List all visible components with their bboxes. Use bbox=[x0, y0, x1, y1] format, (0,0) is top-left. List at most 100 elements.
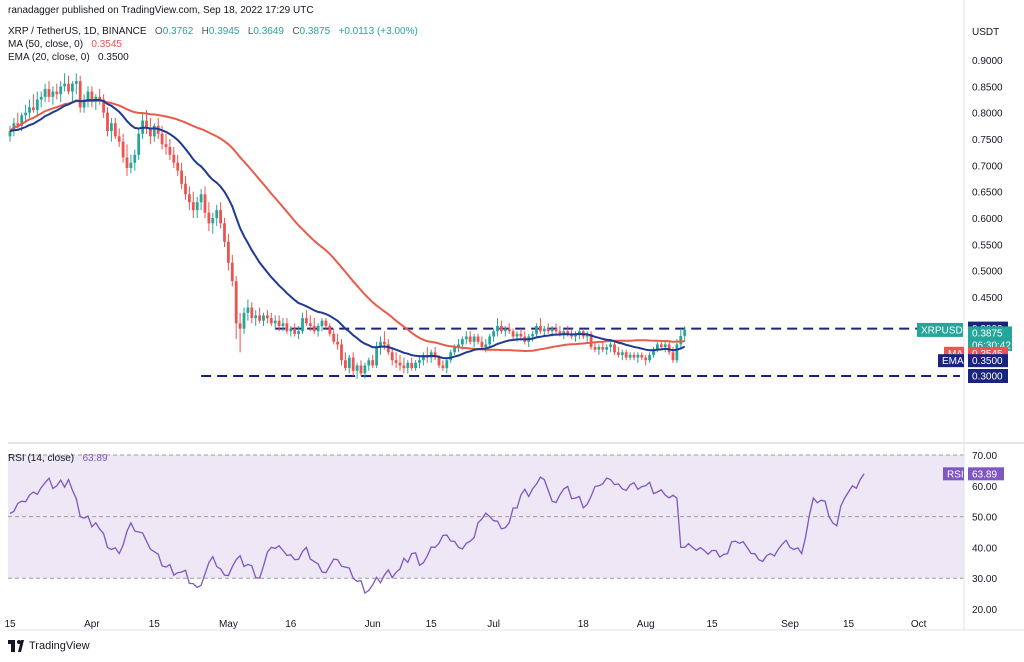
candle[interactable] bbox=[207, 202, 211, 232]
candle[interactable] bbox=[312, 318, 316, 334]
candle[interactable] bbox=[613, 341, 616, 355]
candle[interactable] bbox=[511, 328, 515, 340]
candle[interactable] bbox=[24, 104, 27, 124]
candle[interactable] bbox=[293, 323, 297, 337]
candle[interactable] bbox=[74, 73, 78, 95]
candle[interactable] bbox=[425, 347, 429, 363]
candle[interactable] bbox=[422, 352, 425, 366]
candle[interactable] bbox=[597, 344, 601, 355]
candle[interactable] bbox=[281, 318, 285, 332]
candle[interactable] bbox=[675, 339, 679, 363]
candle[interactable] bbox=[8, 125, 12, 142]
candle[interactable] bbox=[480, 336, 484, 350]
candle[interactable] bbox=[663, 341, 667, 353]
candle[interactable] bbox=[636, 352, 640, 363]
candle[interactable] bbox=[640, 352, 644, 361]
candle[interactable] bbox=[457, 339, 460, 353]
candle[interactable] bbox=[305, 310, 308, 326]
candle[interactable] bbox=[488, 333, 492, 348]
candle[interactable] bbox=[593, 341, 597, 353]
candle[interactable] bbox=[180, 162, 183, 190]
candle[interactable] bbox=[269, 312, 273, 326]
candle[interactable] bbox=[617, 347, 620, 358]
candle[interactable] bbox=[546, 323, 550, 334]
candle[interactable] bbox=[539, 318, 542, 334]
candle[interactable] bbox=[308, 315, 312, 332]
candle[interactable] bbox=[644, 354, 648, 366]
candle[interactable] bbox=[316, 323, 320, 337]
candle[interactable] bbox=[172, 146, 176, 168]
candle[interactable] bbox=[410, 357, 414, 371]
candle[interactable] bbox=[503, 325, 507, 337]
candle[interactable] bbox=[113, 117, 117, 139]
candle[interactable] bbox=[601, 341, 605, 353]
candle[interactable] bbox=[78, 75, 82, 113]
candle[interactable] bbox=[527, 333, 531, 348]
candle[interactable] bbox=[390, 347, 394, 366]
candle[interactable] bbox=[266, 310, 269, 324]
candle[interactable] bbox=[414, 360, 417, 371]
candle[interactable] bbox=[441, 360, 445, 371]
candle[interactable] bbox=[90, 86, 94, 108]
candle[interactable] bbox=[203, 186, 207, 218]
candle[interactable] bbox=[258, 307, 261, 324]
candle[interactable] bbox=[254, 310, 258, 326]
candle[interactable] bbox=[500, 320, 503, 334]
candle[interactable] bbox=[199, 189, 203, 211]
candle[interactable] bbox=[398, 354, 402, 371]
candle[interactable] bbox=[449, 349, 453, 363]
candlesticks[interactable] bbox=[8, 73, 687, 379]
ma-label[interactable]: MA (50, close, 0) bbox=[8, 39, 84, 50]
candle[interactable] bbox=[351, 352, 355, 376]
candle[interactable] bbox=[320, 318, 324, 332]
candle[interactable] bbox=[363, 362, 367, 379]
candle[interactable] bbox=[195, 196, 199, 218]
candle[interactable] bbox=[531, 331, 534, 342]
candle[interactable] bbox=[574, 331, 577, 342]
candle[interactable] bbox=[620, 349, 624, 361]
candle[interactable] bbox=[125, 144, 129, 176]
candle[interactable] bbox=[102, 94, 105, 118]
candle[interactable] bbox=[168, 139, 172, 161]
candle[interactable] bbox=[39, 91, 43, 108]
candle[interactable] bbox=[289, 325, 293, 337]
candle[interactable] bbox=[51, 86, 55, 105]
candle[interactable] bbox=[336, 333, 339, 350]
candle[interactable] bbox=[152, 123, 156, 142]
candle[interactable] bbox=[242, 307, 246, 334]
candle[interactable] bbox=[344, 352, 347, 371]
candle[interactable] bbox=[445, 357, 449, 374]
candle[interactable] bbox=[94, 94, 98, 111]
candle[interactable] bbox=[679, 328, 683, 350]
candle[interactable] bbox=[191, 191, 195, 218]
candle[interactable] bbox=[121, 133, 125, 163]
candle[interactable] bbox=[47, 81, 51, 103]
candle[interactable] bbox=[535, 323, 538, 337]
candle[interactable] bbox=[402, 357, 406, 374]
candle[interactable] bbox=[211, 212, 215, 234]
candle[interactable] bbox=[347, 354, 351, 374]
candle[interactable] bbox=[273, 315, 277, 329]
candle[interactable] bbox=[234, 275, 238, 340]
candle[interactable] bbox=[98, 88, 102, 105]
candle[interactable] bbox=[609, 341, 612, 353]
candle[interactable] bbox=[106, 107, 109, 137]
candle[interactable] bbox=[223, 218, 226, 247]
candle[interactable] bbox=[137, 128, 141, 161]
candle[interactable] bbox=[659, 341, 663, 350]
candle[interactable] bbox=[297, 325, 300, 340]
candle[interactable] bbox=[67, 75, 70, 95]
candle[interactable] bbox=[367, 357, 371, 371]
candle[interactable] bbox=[652, 347, 655, 358]
candle[interactable] bbox=[71, 81, 74, 103]
candle[interactable] bbox=[589, 331, 593, 350]
candle[interactable] bbox=[468, 331, 472, 345]
candle[interactable] bbox=[683, 326, 687, 342]
candle[interactable] bbox=[375, 341, 378, 369]
candle[interactable] bbox=[332, 328, 336, 345]
candle[interactable] bbox=[507, 323, 511, 334]
candle[interactable] bbox=[149, 117, 152, 145]
candle[interactable] bbox=[188, 186, 191, 211]
candle[interactable] bbox=[141, 112, 144, 139]
